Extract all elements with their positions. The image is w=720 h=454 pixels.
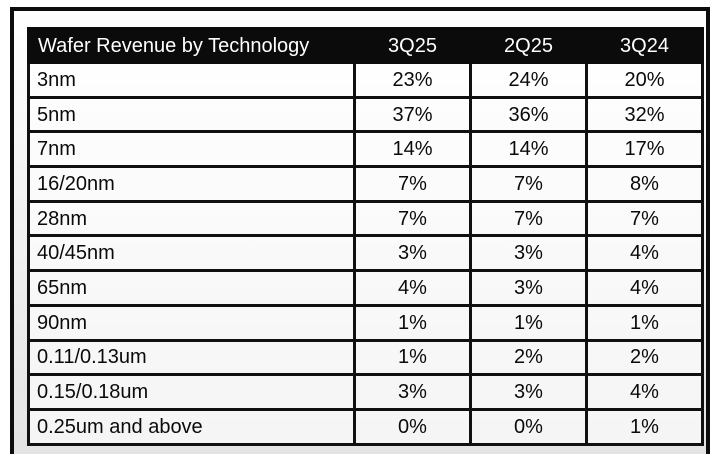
revenue-share-value: 36% bbox=[469, 95, 588, 134]
revenue-share-value: 3% bbox=[353, 234, 472, 273]
revenue-share-value: 3% bbox=[469, 269, 588, 307]
table-row: 3nm 23% 24% 20% bbox=[27, 61, 704, 99]
table-row: 0.11/0.13um 1% 2% 2% bbox=[27, 338, 704, 377]
technology-label: 7nm bbox=[27, 130, 356, 169]
revenue-share-value: 7% bbox=[469, 199, 588, 238]
revenue-share-value: 7% bbox=[353, 199, 472, 238]
table-row: 16/20nm 7% 7% 8% bbox=[27, 165, 704, 203]
revenue-share-value: 23% bbox=[353, 61, 472, 99]
revenue-share-value: 1% bbox=[585, 407, 704, 446]
technology-label: 3nm bbox=[27, 61, 356, 99]
revenue-share-value: 32% bbox=[585, 95, 704, 134]
revenue-share-value: 7% bbox=[469, 165, 588, 203]
table-row: 28nm 7% 7% 7% bbox=[27, 199, 704, 238]
revenue-share-value: 37% bbox=[353, 95, 472, 134]
revenue-share-value: 1% bbox=[469, 303, 588, 342]
revenue-share-value: 14% bbox=[469, 130, 588, 169]
revenue-share-value: 1% bbox=[353, 338, 472, 377]
revenue-share-value: 24% bbox=[469, 61, 588, 99]
revenue-share-value: 2% bbox=[469, 338, 588, 377]
revenue-share-value: 1% bbox=[353, 303, 472, 342]
revenue-share-value: 17% bbox=[585, 130, 704, 169]
period-header: 3Q24 bbox=[585, 27, 704, 64]
revenue-share-value: 7% bbox=[585, 199, 704, 238]
revenue-share-value: 3% bbox=[469, 234, 588, 273]
technology-label: 0.15/0.18um bbox=[27, 373, 356, 411]
technology-label: 40/45nm bbox=[27, 234, 356, 273]
revenue-share-value: 1% bbox=[585, 303, 704, 342]
table-row: 0.15/0.18um 3% 3% 4% bbox=[27, 373, 704, 411]
technology-label: 5nm bbox=[27, 95, 356, 134]
revenue-share-value: 8% bbox=[585, 165, 704, 203]
revenue-share-value: 4% bbox=[585, 234, 704, 273]
revenue-share-value: 4% bbox=[585, 269, 704, 307]
revenue-share-value: 0% bbox=[469, 407, 588, 446]
table-body: 3nm 23% 24% 20% 5nm 37% 36% 32% 7nm 14% 14% 17% 16/2… bbox=[27, 61, 704, 446]
technology-label: 0.11/0.13um bbox=[27, 338, 356, 377]
revenue-share-value: 4% bbox=[353, 269, 472, 307]
revenue-share-value: 3% bbox=[469, 373, 588, 411]
table-head: Wafer Revenue by Technology 3Q25 2Q25 3Q24 bbox=[27, 27, 704, 64]
technology-label: 90nm bbox=[27, 303, 356, 342]
technology-label: 16/20nm bbox=[27, 165, 356, 203]
period-header: 2Q25 bbox=[469, 27, 588, 64]
header-row: Wafer Revenue by Technology 3Q25 2Q25 3Q24 bbox=[27, 27, 704, 64]
revenue-share-value: 20% bbox=[585, 61, 704, 99]
technology-label: 28nm bbox=[27, 199, 356, 238]
table-row: 90nm 1% 1% 1% bbox=[27, 303, 704, 342]
revenue-share-value: 3% bbox=[353, 373, 472, 411]
revenue-share-value: 7% bbox=[353, 165, 472, 203]
table-title-header: Wafer Revenue by Technology bbox=[27, 27, 356, 64]
revenue-share-value: 2% bbox=[585, 338, 704, 377]
revenue-share-value: 14% bbox=[353, 130, 472, 169]
table-row: 5nm 37% 36% 32% bbox=[27, 95, 704, 134]
table-row: 7nm 14% 14% 17% bbox=[27, 130, 704, 169]
table-row: 40/45nm 3% 3% 4% bbox=[27, 234, 704, 273]
period-header: 3Q25 bbox=[353, 27, 472, 64]
revenue-share-value: 0% bbox=[353, 407, 472, 446]
technology-label: 0.25um and above bbox=[27, 407, 356, 446]
outer-frame: Wafer Revenue by Technology 3Q25 2Q25 3Q24… bbox=[10, 7, 710, 454]
table-row: 0.25um and above 0% 0% 1% bbox=[27, 407, 704, 446]
wafer-revenue-table: Wafer Revenue by Technology 3Q25 2Q25 3Q24… bbox=[27, 27, 704, 446]
revenue-share-value: 4% bbox=[585, 373, 704, 411]
table-row: 65nm 4% 3% 4% bbox=[27, 269, 704, 307]
technology-label: 65nm bbox=[27, 269, 356, 307]
